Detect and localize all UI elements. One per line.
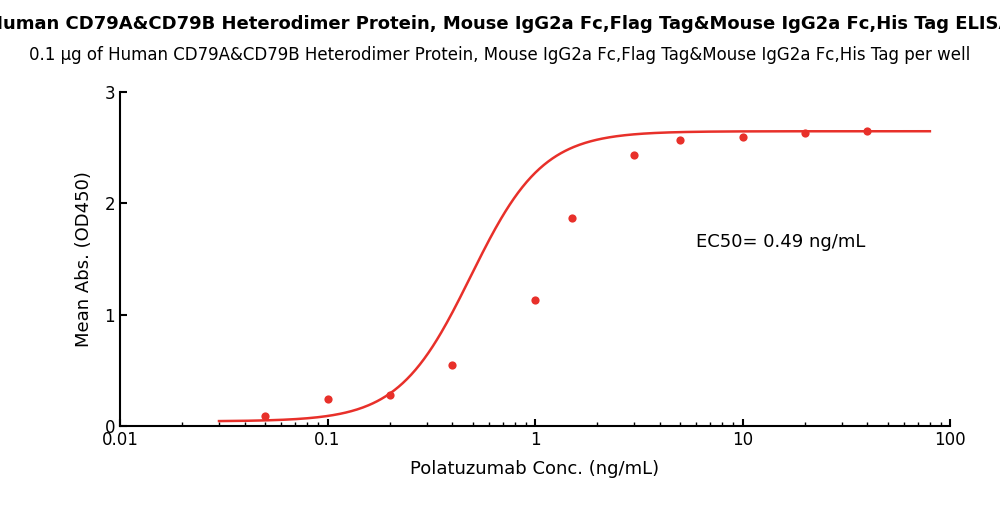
Point — [257, 411, 273, 420]
Point — [672, 136, 688, 144]
Point — [564, 214, 580, 222]
Point — [320, 395, 336, 403]
Point — [626, 150, 642, 159]
Y-axis label: Mean Abs. (OD450): Mean Abs. (OD450) — [75, 171, 93, 347]
Point — [859, 127, 875, 135]
Text: 0.1 μg of Human CD79A&CD79B Heterodimer Protein, Mouse IgG2a Fc,Flag Tag&Mouse I: 0.1 μg of Human CD79A&CD79B Heterodimer … — [29, 46, 971, 64]
Point — [797, 129, 813, 137]
Point — [382, 390, 398, 399]
Point — [444, 361, 460, 369]
X-axis label: Polatuzumab Conc. (ng/mL): Polatuzumab Conc. (ng/mL) — [410, 460, 660, 478]
Text: Human CD79A&CD79B Heterodimer Protein, Mouse IgG2a Fc,Flag Tag&Mouse IgG2a Fc,Hi: Human CD79A&CD79B Heterodimer Protein, M… — [0, 15, 1000, 33]
Point — [527, 296, 543, 304]
Text: EC50= 0.49 ng/mL: EC50= 0.49 ng/mL — [696, 233, 866, 251]
Point — [734, 133, 750, 141]
